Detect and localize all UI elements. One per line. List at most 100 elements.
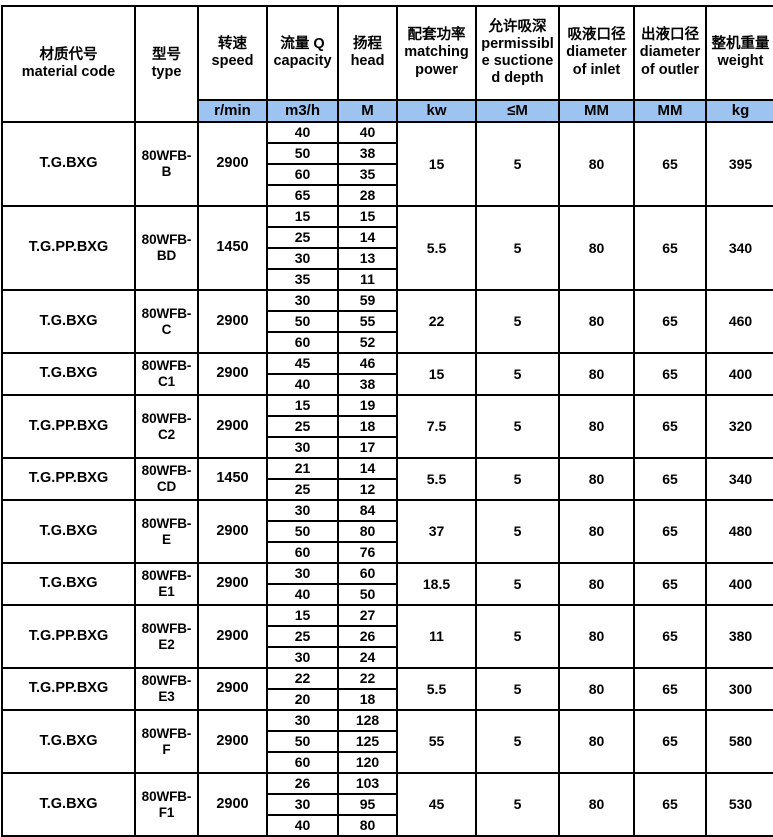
table-row: T.G.PP.BXG 80WFB-C2 2900 15 19 7.5 5 80 65 320 [1, 394, 773, 459]
cell-head: 95 [337, 793, 398, 816]
cell-capacity: 30 [266, 499, 339, 522]
cell-head: 14 [337, 457, 398, 480]
cell-capacity: 30 [266, 436, 339, 459]
header-unit-inlet: MM [558, 99, 635, 123]
cell-head: 12 [337, 478, 398, 501]
table-row: 25 18 [2, 415, 773, 438]
cell-head: 11 [337, 268, 398, 291]
cell-capacity: 22 [266, 667, 339, 690]
header-capacity-en: capacity [273, 53, 332, 69]
cell-head: 80 [337, 520, 398, 543]
cell-material_code: T.G.PP.BXG [1, 457, 136, 501]
table-row: T.G.PP.BXG 80WFB-BD 1450 15 15 5.5 5 80 65 340 [1, 205, 773, 291]
table-row: 60 35 [2, 163, 773, 186]
cell-inlet: 80 [558, 772, 635, 837]
cell-inlet: 80 [558, 205, 635, 291]
cell-capacity: 40 [266, 814, 339, 837]
cell-capacity: 40 [266, 373, 339, 396]
cell-outlet: 65 [633, 499, 707, 564]
cell-type: 80WFB-E3 [134, 667, 199, 711]
cell-capacity: 25 [266, 415, 339, 438]
cell-power: 11 [396, 604, 477, 669]
cell-outlet: 65 [633, 709, 707, 774]
cell-power: 5.5 [396, 457, 477, 501]
cell-depth: 5 [475, 772, 560, 837]
table-row: T.G.BXG 80WFB-C 2900 30 59 22 5 80 65 460 [1, 289, 773, 354]
cell-weight: 300 [705, 667, 773, 711]
cell-outlet: 65 [633, 457, 707, 501]
table-row: 50 80 [2, 520, 773, 543]
header-head-cn: 扬程 [353, 35, 382, 52]
cell-head: 26 [337, 625, 398, 648]
cell-inlet: 80 [558, 457, 635, 501]
cell-type: 80WFB-CD [134, 457, 199, 501]
cell-head: 59 [337, 289, 398, 312]
cell-speed: 1450 [197, 205, 268, 291]
table-row: T.G.PP.BXG 80WFB-E2 2900 15 27 11 5 80 65 380 [1, 604, 773, 669]
header-power: 配套功率 matching power [396, 5, 477, 101]
cell-speed: 2900 [197, 604, 268, 669]
cell-head: 60 [337, 562, 398, 585]
header-power-cn: 配套功率 [407, 27, 466, 44]
cell-speed: 2900 [197, 394, 268, 459]
cell-material_code: T.G.BXG [1, 352, 136, 396]
header-head: 扬程 head [337, 5, 398, 101]
table-body: T.G.BXG 80WFB-B 2900 40 40 15 5 80 65 395 50 38 60 35… [1, 121, 773, 837]
cell-material_code: T.G.BXG [1, 772, 136, 837]
cell-inlet: 80 [558, 121, 635, 207]
table-row: 30 13 [2, 247, 773, 270]
cell-capacity: 40 [266, 121, 339, 144]
header-material_code-en: material code [21, 64, 116, 80]
cell-weight: 395 [705, 121, 773, 207]
cell-type: 80WFB-F [134, 709, 199, 774]
cell-capacity: 50 [266, 142, 339, 165]
cell-outlet: 65 [633, 667, 707, 711]
header-inlet: 吸液口径 diameter of inlet [558, 5, 635, 101]
cell-type: 80WFB-B [134, 121, 199, 207]
cell-capacity: 30 [266, 646, 339, 669]
cell-material_code: T.G.PP.BXG [1, 394, 136, 459]
cell-type: 80WFB-E [134, 499, 199, 564]
cell-speed: 2900 [197, 709, 268, 774]
cell-weight: 380 [705, 604, 773, 669]
table-row: T.G.PP.BXG 80WFB-E3 2900 22 22 5.5 5 80 65 300 [1, 667, 773, 711]
cell-inlet: 80 [558, 394, 635, 459]
cell-material_code: T.G.BXG [1, 289, 136, 354]
cell-material_code: T.G.BXG [1, 709, 136, 774]
cell-head: 18 [337, 415, 398, 438]
table-row: 50 125 [2, 730, 773, 753]
header-speed-cn: 转速 [218, 35, 247, 52]
table-row: 65 28 [2, 184, 773, 207]
cell-speed: 2900 [197, 121, 268, 207]
table-row: 40 50 [2, 583, 773, 606]
header-weight: 整机重量 weight [705, 5, 773, 101]
cell-material_code: T.G.BXG [1, 499, 136, 564]
cell-head: 40 [337, 121, 398, 144]
table-row: 30 24 [2, 646, 773, 669]
cell-type: 80WFB-E1 [134, 562, 199, 606]
table-row: 40 38 [2, 373, 773, 396]
cell-depth: 5 [475, 499, 560, 564]
cell-outlet: 65 [633, 352, 707, 396]
header-speed: 转速 speed [197, 5, 268, 101]
cell-outlet: 65 [633, 205, 707, 291]
table-row: T.G.BXG 80WFB-F1 2900 26 103 45 5 80 65 530 [1, 772, 773, 837]
cell-weight: 580 [705, 709, 773, 774]
cell-inlet: 80 [558, 499, 635, 564]
cell-depth: 5 [475, 394, 560, 459]
cell-type: 80WFB-C1 [134, 352, 199, 396]
cell-outlet: 65 [633, 121, 707, 207]
cell-capacity: 30 [266, 247, 339, 270]
cell-inlet: 80 [558, 667, 635, 711]
header-material_code: 材质代号 material code [1, 5, 136, 123]
cell-weight: 400 [705, 352, 773, 396]
cell-outlet: 65 [633, 772, 707, 837]
table-row: T.G.BXG 80WFB-B 2900 40 40 15 5 80 65 395 [1, 121, 773, 207]
table-row: 30 17 [2, 436, 773, 459]
cell-inlet: 80 [558, 562, 635, 606]
header-outlet-cn: 出液口径 [641, 27, 699, 44]
cell-head: 35 [337, 163, 398, 186]
